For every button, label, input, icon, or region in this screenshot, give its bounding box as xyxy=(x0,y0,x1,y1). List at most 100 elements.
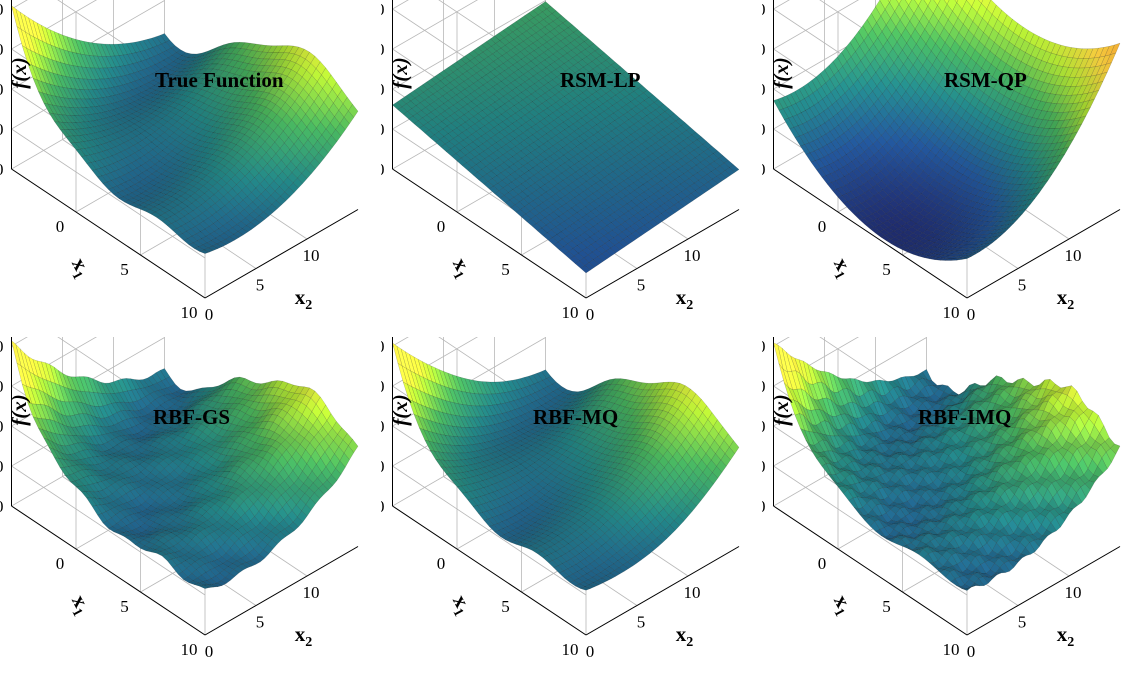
z-tick-label: 300 xyxy=(762,0,766,19)
surface-cell xyxy=(267,204,278,213)
surface-cell xyxy=(305,163,316,175)
surface-cell xyxy=(254,215,265,224)
surface-cell xyxy=(1012,213,1023,221)
surface-cell xyxy=(707,178,719,188)
x1-tick-label: 0 xyxy=(818,217,827,236)
surface-cell xyxy=(690,190,702,199)
surface-cell xyxy=(309,157,321,170)
z-axis-label: f(x) xyxy=(7,57,31,88)
surface-cell xyxy=(339,116,350,131)
z-tick-label: -100 xyxy=(762,160,766,179)
surface-cell xyxy=(1016,208,1027,216)
z-tick-label: 300 xyxy=(0,0,4,19)
z-tick-label: 0 xyxy=(0,120,4,139)
surface-cell xyxy=(635,227,646,236)
surface-cell xyxy=(301,168,312,179)
x1-tick-label: 10 xyxy=(562,303,579,322)
surface-cell xyxy=(314,152,325,164)
x2-tick-label: 0 xyxy=(205,305,214,324)
x2-tick-label: 0 xyxy=(586,305,595,324)
x1-axis-line xyxy=(392,168,587,299)
surface-cell xyxy=(318,484,329,495)
surface-cell xyxy=(1007,218,1019,225)
x1-tick-label: 5 xyxy=(501,260,510,279)
x1-tick-label: 0 xyxy=(56,217,65,236)
x1-axis-label: x1 xyxy=(445,254,478,283)
surface-cell xyxy=(280,191,291,202)
surface-cell xyxy=(966,0,976,7)
x2-axis-line xyxy=(585,209,740,299)
z-tick-label: 100 xyxy=(0,80,4,99)
surface-cell xyxy=(669,204,680,213)
z-tick-label: 100 xyxy=(762,80,766,99)
surface-mesh xyxy=(392,1,740,274)
x2-tick-label: 10 xyxy=(303,246,320,265)
surface-cell xyxy=(724,167,736,176)
x1-tick-label: 10 xyxy=(943,303,960,322)
surface-cell xyxy=(297,173,308,184)
x2-tick-label: 5 xyxy=(637,276,646,295)
surface-cell xyxy=(639,224,651,233)
surface-cell xyxy=(258,211,270,220)
surface-cell xyxy=(943,0,950,5)
z-tick-label: 300 xyxy=(381,0,385,19)
surface-cell xyxy=(326,135,338,148)
surface-cell xyxy=(314,488,325,499)
z-tick-label: -100 xyxy=(381,160,385,179)
surface-mesh xyxy=(11,340,359,589)
surface-cell xyxy=(309,492,321,505)
surface-cell xyxy=(284,187,295,197)
surface-cell xyxy=(982,242,993,248)
z-tick-label: 200 xyxy=(381,40,385,59)
x2-tick-label: 0 xyxy=(967,305,976,324)
x2-axis-line xyxy=(204,209,359,299)
surface-cell xyxy=(339,452,350,468)
surface-cell xyxy=(348,438,359,453)
x2-axis-label: x2 xyxy=(676,285,694,313)
surface-cell xyxy=(580,265,591,274)
z-tick-label: -100 xyxy=(0,160,4,179)
z-tick-label: 100 xyxy=(381,80,385,99)
z-tick-label: 200 xyxy=(0,40,4,59)
surface-cell xyxy=(682,196,693,205)
x2-tick-label: 5 xyxy=(1018,276,1027,295)
x1-tick-label: 0 xyxy=(437,217,446,236)
surface-cell xyxy=(961,256,972,260)
x2-axis-label: x2 xyxy=(1057,285,1075,313)
surface-cell xyxy=(331,129,342,142)
panel-title: RSM-LP xyxy=(560,68,641,92)
surface-cell xyxy=(695,187,706,196)
z-tick-label: 200 xyxy=(762,40,766,59)
surface-cell xyxy=(712,176,723,185)
x1-axis-line xyxy=(773,168,968,299)
x2-tick-label: 5 xyxy=(256,276,265,295)
surface-cell xyxy=(271,200,282,210)
x1-axis-label: x1 xyxy=(826,254,859,283)
panel-title: True Function xyxy=(155,68,284,92)
surface-cell xyxy=(326,474,338,487)
surface-cell xyxy=(648,219,659,228)
surface-cell xyxy=(678,199,689,208)
surface-cell xyxy=(331,468,342,481)
x2-tick-label: 10 xyxy=(684,246,701,265)
surface-cell xyxy=(716,173,727,182)
z-axis-label: f(x) xyxy=(388,57,412,88)
surface-cell xyxy=(986,239,997,244)
x2-tick-label: 10 xyxy=(1065,246,1082,265)
surface-cell xyxy=(335,123,346,137)
x1-axis-line xyxy=(11,168,206,299)
surface-cell xyxy=(656,213,668,222)
x1-tick-label: 10 xyxy=(181,303,198,322)
surface-cell xyxy=(288,182,299,193)
surface-cell xyxy=(665,207,676,216)
x1-axis-label: x1 xyxy=(64,254,97,283)
axes xyxy=(11,0,359,299)
